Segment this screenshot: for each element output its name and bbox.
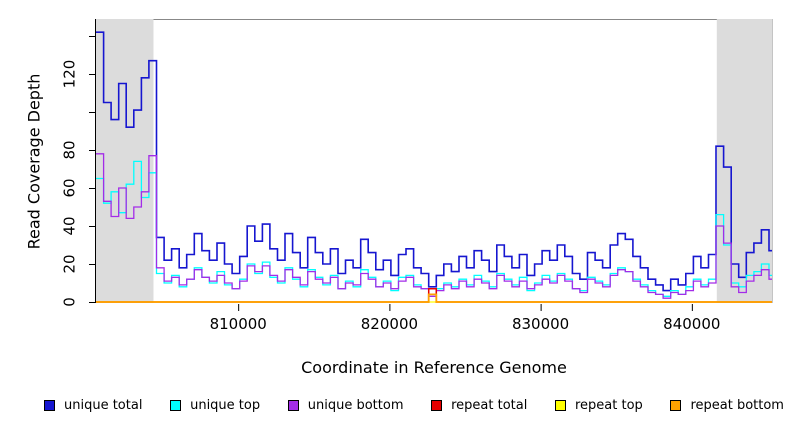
y-tick-label: 0 xyxy=(61,297,79,307)
y-tick-label: 80 xyxy=(61,140,79,159)
unique-bottom-swatch-icon xyxy=(287,400,299,411)
unique-total-swatch-icon xyxy=(44,400,55,411)
y-tick-label: 120 xyxy=(61,60,79,89)
y-axis-title: Read Coverage Depth xyxy=(24,73,44,250)
series-repeat-bottom xyxy=(96,293,772,303)
x-axis-title: Coordinate in Reference Genome xyxy=(301,358,567,377)
repeat-bottom-swatch-icon xyxy=(670,400,682,411)
x-tick-label: 820000 xyxy=(361,315,418,333)
unique-top-swatch-icon xyxy=(170,400,182,411)
repeat-region-shade xyxy=(716,19,772,303)
legend-item-repeat-bottom: repeat bottom xyxy=(670,398,784,413)
series-unique-bottom xyxy=(96,153,772,299)
legend: unique total unique top unique bottom re… xyxy=(44,398,784,413)
legend-item-unique-bottom: unique bottom xyxy=(287,398,404,413)
series-unique-top xyxy=(96,160,772,297)
legend-label: unique bottom xyxy=(307,398,404,413)
repeat-top-swatch-icon xyxy=(555,400,566,411)
x-tick-label: 810000 xyxy=(210,315,267,333)
legend-item-repeat-total: repeat total xyxy=(431,398,527,413)
legend-item-repeat-top: repeat top xyxy=(555,398,643,413)
legend-label: unique total xyxy=(64,398,143,413)
legend-item-unique-top: unique top xyxy=(170,398,260,413)
y-tick-label: 60 xyxy=(61,178,79,197)
legend-label: unique top xyxy=(190,398,261,413)
series-unique-total xyxy=(96,31,772,292)
y-tick-label: 40 xyxy=(61,216,79,235)
x-tick-label: 830000 xyxy=(512,315,569,333)
legend-label: repeat bottom xyxy=(690,398,784,413)
repeat-region-shade xyxy=(96,19,154,303)
legend-item-unique-total: unique total xyxy=(44,398,142,413)
y-tick-label: 20 xyxy=(61,254,79,273)
repeat-total-swatch-icon xyxy=(431,400,443,411)
x-tick-label: 840000 xyxy=(663,315,720,333)
legend-label: repeat top xyxy=(575,398,643,413)
legend-label: repeat total xyxy=(451,398,528,413)
